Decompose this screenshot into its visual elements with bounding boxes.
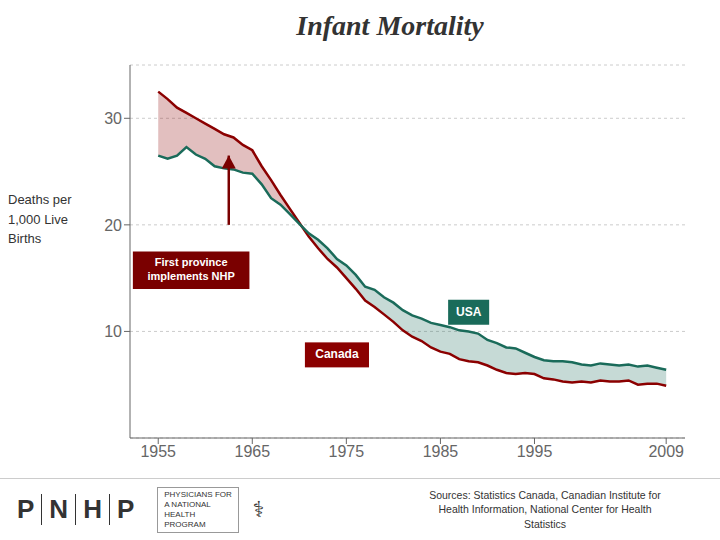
html-text:PHYSICIANS FOR A NATIONAL HEAL: PHYSICIANS FOR A NATIONAL HEALTH PROGRAM: [164, 489, 232, 529]
html-text:Sources: Statistics Canada, Ca: Sources: Statistics Canada, Canadian Ins…: [429, 489, 661, 530]
html-text:H: H: [83, 494, 102, 524]
svg-text:Canada: Canada: [315, 347, 359, 361]
svg-text:30: 30: [104, 110, 122, 127]
html-text:Deaths per 1,000 Live Births: Deaths per 1,000 Live Births: [8, 192, 72, 246]
svg-text:1985: 1985: [423, 443, 459, 460]
svg-text:First provinceimplements NHP: First provinceimplements NHP: [147, 256, 234, 282]
html-text:P: P: [17, 494, 35, 524]
svg-text:1975: 1975: [329, 443, 365, 460]
svg-text:1955: 1955: [140, 443, 176, 460]
html-text:Infant Mortality: Infant Mortality: [296, 10, 484, 41]
html-text:P: P: [116, 494, 135, 524]
svg-text:10: 10: [104, 323, 122, 340]
html-text:N: N: [49, 494, 69, 524]
svg-text:1995: 1995: [517, 443, 553, 460]
svg-text:1965: 1965: [234, 443, 270, 460]
svg-text:2009: 2009: [648, 443, 684, 460]
svg-text:USA: USA: [456, 305, 482, 319]
svg-text:20: 20: [104, 217, 122, 234]
